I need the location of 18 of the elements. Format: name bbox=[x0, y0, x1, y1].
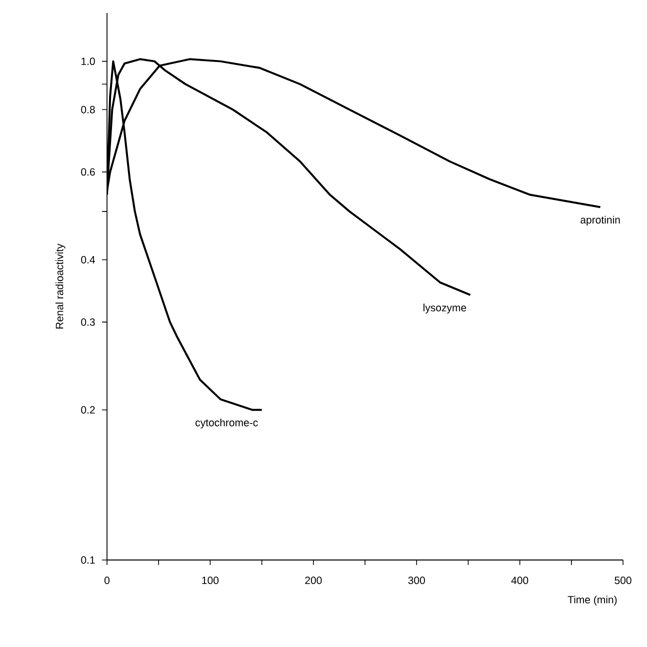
x-tick-label: 400 bbox=[511, 576, 528, 584]
y-tick-label: 0.2 bbox=[81, 406, 95, 414]
y-tick-label: 0.8 bbox=[81, 106, 95, 114]
y-tick-label: 0.6 bbox=[81, 168, 95, 176]
x-tick-label: 100 bbox=[202, 576, 219, 584]
x-tick-label: 200 bbox=[305, 576, 322, 584]
series-label: cytochrome-c bbox=[196, 418, 258, 428]
y-tick-label: 0.1 bbox=[81, 556, 95, 564]
y-tick-label: 0.4 bbox=[81, 256, 95, 264]
y-tick-label: 1.0 bbox=[82, 58, 95, 66]
x-axis-title: Time (min) bbox=[568, 596, 617, 606]
y-axis-title: Renal radioactivity bbox=[56, 244, 66, 329]
x-tick-label: 300 bbox=[408, 576, 425, 584]
y-tick-label: 0.3 bbox=[81, 318, 95, 326]
series-label: lysozyme bbox=[424, 304, 466, 314]
x-tick-label: 500 bbox=[614, 576, 632, 584]
x-tick-label: 0 bbox=[104, 576, 110, 584]
series-label: aprotinin bbox=[580, 216, 620, 226]
